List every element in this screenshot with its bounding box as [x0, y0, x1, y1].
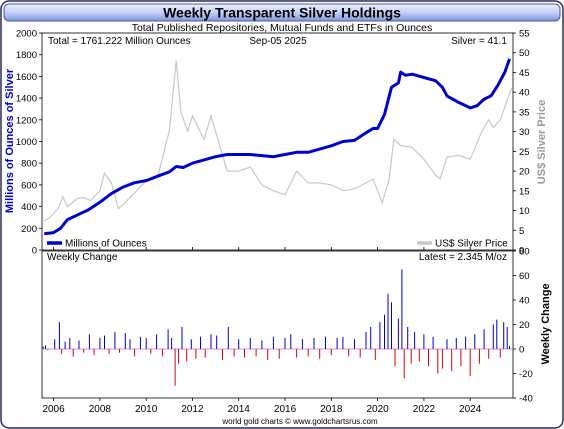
- weekly-tick-label: -40: [519, 394, 533, 405]
- weekly-tick-label: 20: [519, 320, 530, 331]
- x-tick-label: 2008: [89, 404, 112, 415]
- left-tick-label: 1800: [16, 50, 37, 61]
- right-tick-label: 50: [519, 48, 530, 59]
- weekly-tick-label: 40: [519, 296, 530, 307]
- x-tick-label: 2024: [459, 404, 482, 415]
- x-tick-label: 2016: [274, 404, 297, 415]
- x-tick-label: 2022: [413, 404, 436, 415]
- title-bar: [3, 3, 561, 22]
- footer-credit: world gold charts © www.goldchartsrus.co…: [221, 417, 378, 426]
- latest-annotation: Latest = 2.345 M/oz: [419, 252, 507, 263]
- silver-price-line: [42, 60, 513, 223]
- right-axis-title: US$ Silver Price: [536, 100, 548, 184]
- weekly-tick-label: 60: [519, 271, 530, 282]
- left-tick-label: 200: [21, 224, 37, 235]
- right-tick-label: 15: [519, 186, 530, 197]
- left-tick-label: 400: [21, 202, 37, 213]
- silver-price-annotation: Silver = 41.1: [451, 36, 507, 47]
- bottom-right-axis-title: Weekly Change: [540, 283, 552, 364]
- chart-subtitle: Total Published Repositories, Mutual Fun…: [132, 22, 433, 34]
- left-tick-label: 800: [21, 159, 37, 170]
- chart-title: Weekly Transparent Silver Holdings: [163, 5, 401, 21]
- x-tick-label: 2014: [228, 404, 251, 415]
- weekly-change-label: Weekly Change: [47, 252, 118, 263]
- x-tick-label: 2020: [366, 404, 389, 415]
- date-annotation: Sep-05 2025: [249, 36, 307, 47]
- left-tick-label: 1000: [16, 137, 37, 148]
- right-tick-label: 30: [519, 127, 530, 138]
- holdings-series: [44, 58, 511, 236]
- x-tick-label: 2018: [320, 404, 343, 415]
- bottom-plot-frame: [41, 250, 514, 399]
- left-tick-label: 2000: [16, 29, 37, 40]
- right-tick-label: 45: [519, 68, 530, 79]
- right-tick-label: 25: [519, 147, 530, 158]
- right-tick-label: 10: [519, 206, 530, 217]
- axes: 0200400600800100012001400160018002000051…: [16, 29, 533, 416]
- weekly-change-series: [42, 269, 513, 386]
- right-tick-label: 40: [519, 88, 530, 99]
- legend-price-label: US$ Silver Price: [435, 239, 508, 250]
- left-tick-label: 0: [32, 246, 37, 257]
- weekly-tick-label: 0: [519, 345, 524, 356]
- x-tick-label: 2010: [135, 404, 158, 415]
- left-tick-label: 600: [21, 180, 37, 191]
- right-tick-label: 55: [519, 29, 530, 40]
- left-tick-label: 1600: [16, 72, 37, 83]
- legend-holdings-label: Millions of Ounces: [65, 239, 147, 250]
- left-tick-label: 1200: [16, 115, 37, 126]
- left-axis-title: Millions of Ounces of Silver: [4, 68, 16, 213]
- price-series: [42, 60, 513, 223]
- total-annotation: Total = 1761.222 Million Ounces: [48, 36, 191, 47]
- left-tick-label: 1400: [16, 94, 37, 105]
- right-tick-label: 35: [519, 107, 530, 118]
- right-tick-label: 20: [519, 167, 530, 178]
- x-tick-label: 2012: [181, 404, 204, 415]
- weekly-tick-label: -20: [519, 369, 533, 380]
- weekly-tick-label: 80: [519, 247, 530, 258]
- holdings-line: [44, 58, 511, 236]
- right-tick-label: 5: [519, 226, 524, 237]
- right-tick-label: 0: [519, 246, 524, 257]
- top-plot-frame: [41, 32, 514, 251]
- x-tick-label: 2006: [42, 404, 65, 415]
